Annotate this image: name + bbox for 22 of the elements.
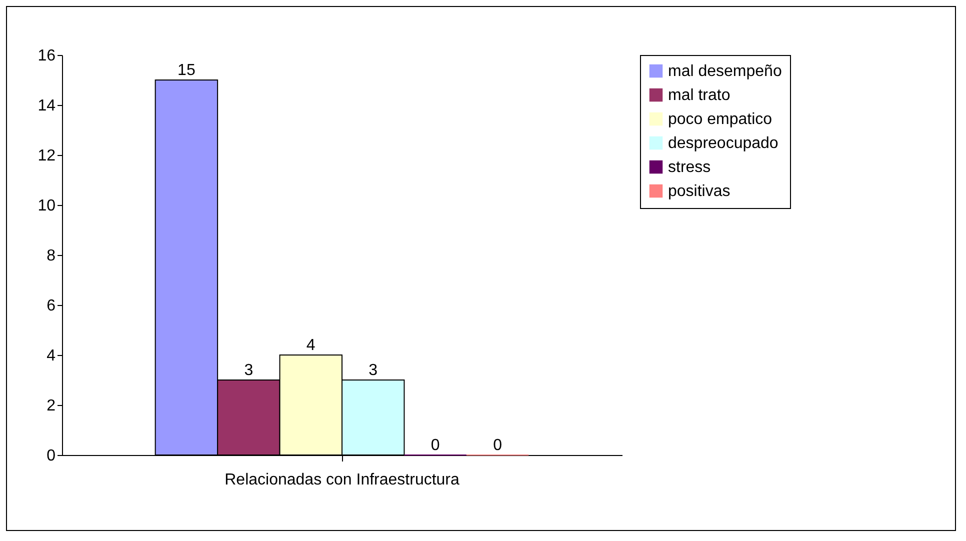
y-tick-label: 10 bbox=[38, 198, 56, 214]
legend-label: positivas bbox=[668, 183, 730, 200]
legend-label: despreocupado bbox=[668, 135, 778, 152]
legend-label: poco empatico bbox=[668, 111, 772, 128]
legend-label: mal trato bbox=[668, 87, 730, 104]
y-tick-label: 2 bbox=[46, 398, 56, 414]
data-label: 4 bbox=[306, 337, 316, 354]
y-tick-label: 0 bbox=[46, 448, 56, 464]
data-label: 3 bbox=[244, 362, 254, 379]
data-label: 15 bbox=[178, 62, 196, 79]
y-tick-label: 12 bbox=[38, 148, 56, 164]
legend-label: stress bbox=[668, 159, 711, 176]
y-tick-label: 4 bbox=[46, 348, 56, 364]
data-label: 3 bbox=[368, 362, 378, 379]
y-tick-label: 6 bbox=[46, 298, 56, 314]
data-label: 0 bbox=[430, 437, 440, 454]
x-tick-label: Relacionadas con Infraestructura bbox=[224, 472, 460, 488]
legend-label: mal desempeño bbox=[668, 63, 782, 80]
y-tick-label: 14 bbox=[38, 98, 56, 114]
y-tick-label: 8 bbox=[46, 248, 56, 264]
data-label: 0 bbox=[493, 437, 502, 454]
y-tick-label: 16 bbox=[38, 48, 56, 64]
